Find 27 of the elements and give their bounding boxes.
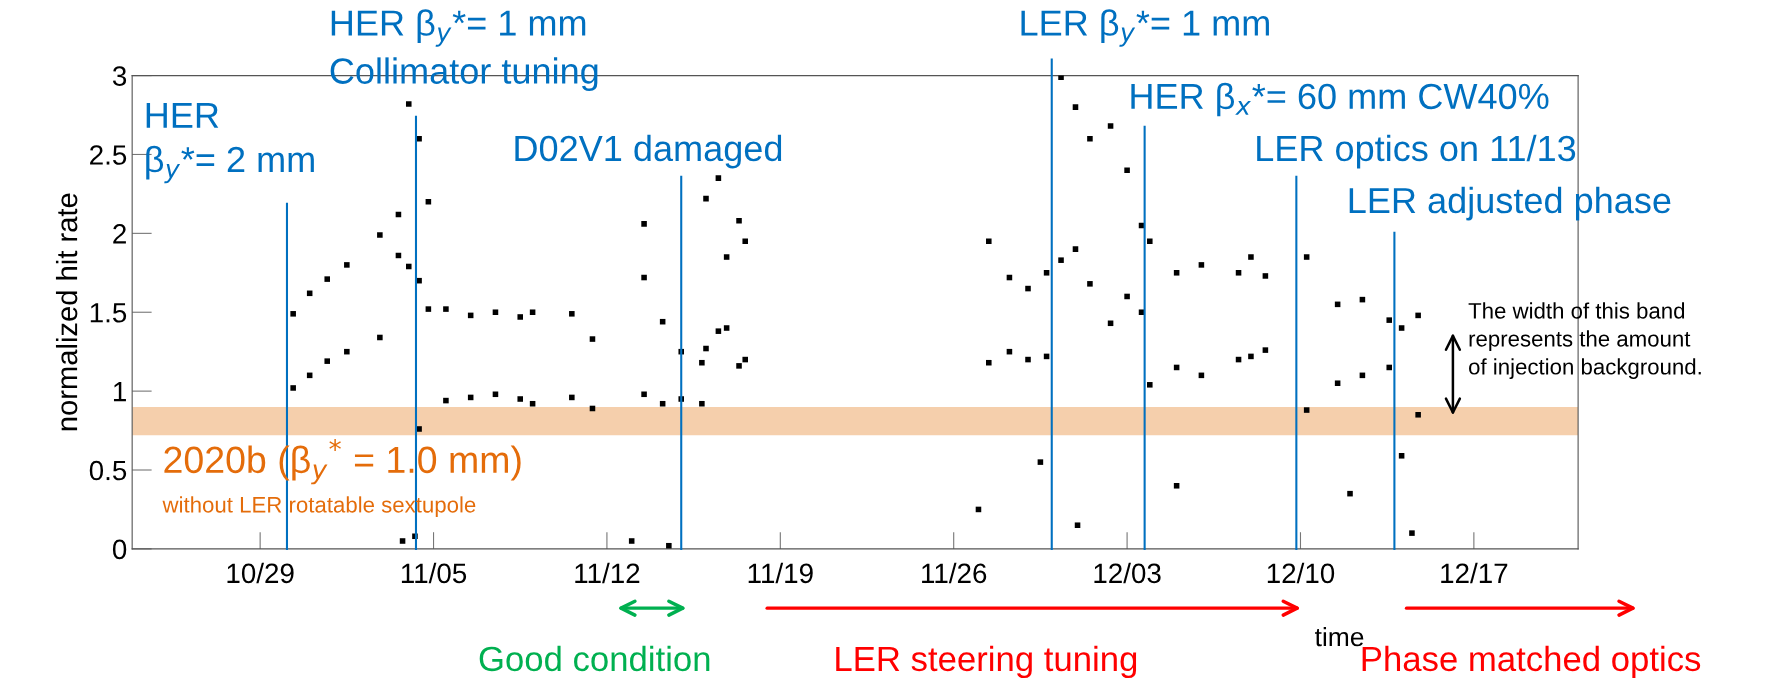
y-tick-label: 0.5	[89, 460, 127, 481]
y-tick-label: 2	[113, 224, 126, 244]
y-tick-label: 1.5	[90, 303, 127, 323]
y-tick-label: 0	[112, 539, 127, 560]
y-tick-label: 2.5	[90, 145, 127, 165]
x-tick-label: 12/03	[1094, 562, 1161, 584]
x-tick-label: 10/29	[227, 562, 294, 584]
text: LER steering tuning	[836, 645, 1137, 679]
x-tick-label: 11/12	[575, 562, 640, 584]
ref-line-label: HER β$_{y}$*= 2 mm	[146, 102, 314, 184]
ref-line-label: HER β$_{x}$*= 60 mm CW40%	[1131, 82, 1549, 117]
ref-line-label: LER adjusted phase	[1349, 186, 1671, 221]
text: Good condition	[479, 645, 710, 672]
x-tick-label: 12/10	[1267, 562, 1335, 584]
text: Phase matched optics	[1362, 645, 1701, 679]
x-tick-label: 12/17	[1441, 562, 1508, 584]
y-axis-title: normalized hit rate	[55, 193, 78, 431]
ref-line-label: LER β$_{y}$*= 1 mm	[1021, 9, 1269, 47]
annotation: The width of this band represents the amount of injection background.	[1468, 302, 1701, 379]
ref-line-label: D02V1 damaged	[515, 134, 782, 169]
x-tick-label: 11/05	[401, 562, 467, 584]
x-axis-title: time	[1315, 626, 1364, 647]
y-tick-label: 1	[113, 382, 126, 402]
x-tick-label: 11/19	[748, 562, 813, 584]
y-tick-label: 3	[112, 66, 127, 86]
ref-line-label: LER optics on 11/13	[1257, 134, 1576, 169]
x-tick-label: 11/26	[922, 562, 987, 584]
